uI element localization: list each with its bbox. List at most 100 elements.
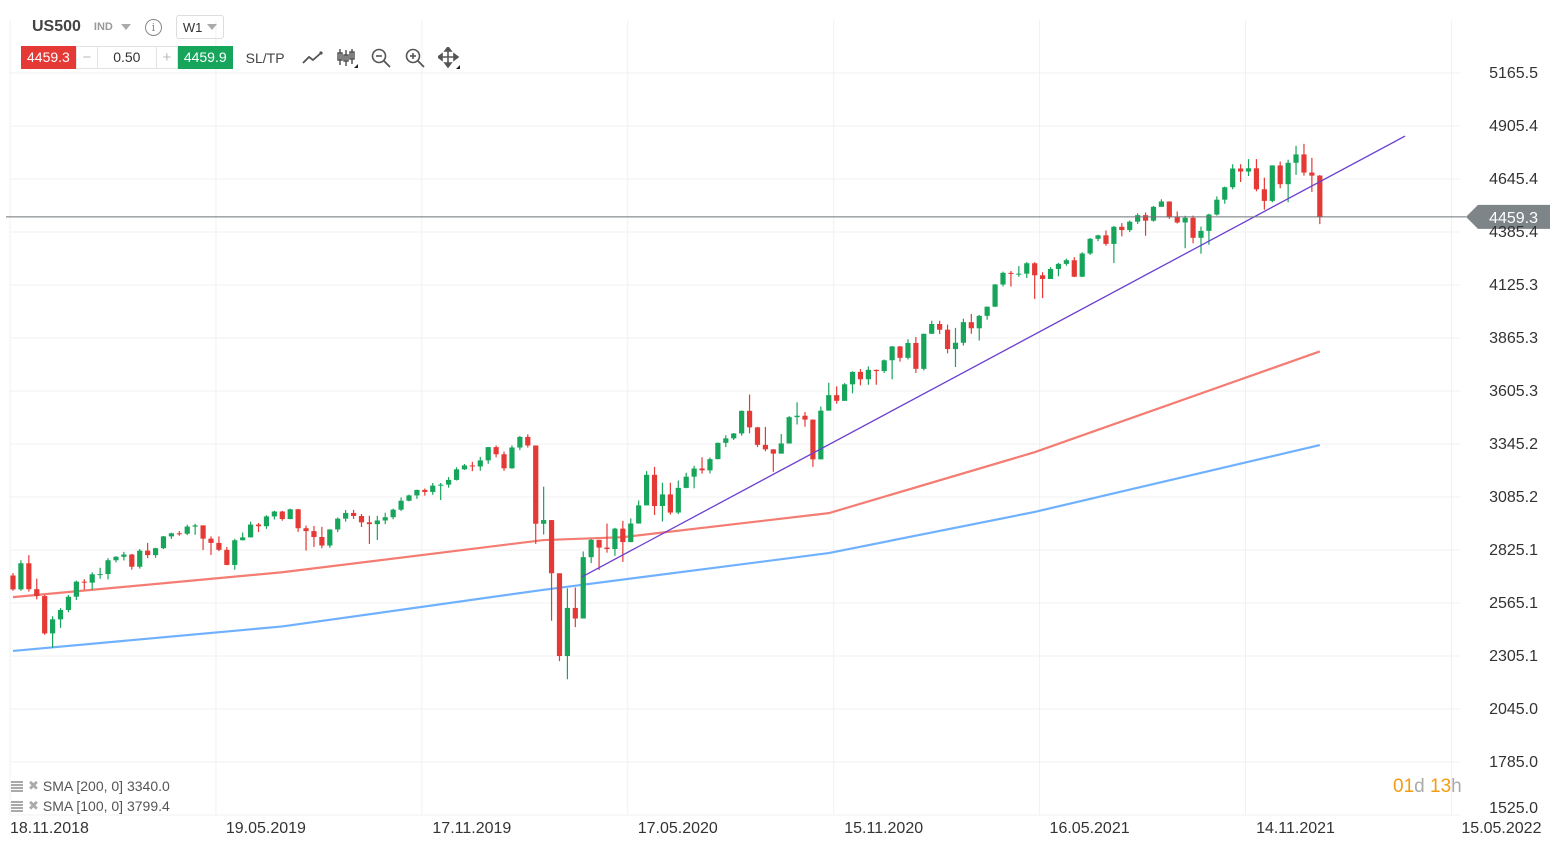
candle-body: [1182, 217, 1188, 223]
info-icon[interactable]: i: [144, 18, 162, 36]
increase-quantity-button[interactable]: +: [155, 46, 178, 69]
candle: [968, 314, 974, 334]
candle-body: [216, 542, 222, 550]
y-tick-label: 1525.0: [1489, 800, 1538, 817]
candle-body: [366, 522, 372, 525]
candle: [881, 359, 887, 373]
candle: [430, 482, 436, 495]
candle: [913, 337, 919, 373]
candle: [422, 488, 428, 496]
candle: [176, 531, 182, 536]
zoom-out-icon[interactable]: [369, 47, 393, 69]
indicator-sma200[interactable]: ✖ SMA [200, 0] 3340.0: [11, 776, 170, 796]
candle-body: [715, 442, 721, 460]
candle: [335, 517, 341, 533]
candle: [944, 324, 951, 354]
candle: [659, 482, 666, 522]
candle-body: [1309, 172, 1315, 176]
candle-body: [224, 549, 230, 565]
candle-body: [659, 494, 666, 507]
candle: [644, 471, 650, 506]
candle: [628, 518, 634, 543]
candle-body: [1119, 226, 1125, 231]
candle-body: [1024, 263, 1030, 274]
sltp-button[interactable]: SL/TP: [245, 49, 285, 66]
candle-body: [604, 547, 610, 550]
zoom-in-icon[interactable]: [403, 47, 427, 69]
candle-body: [34, 589, 40, 597]
candle-body: [644, 474, 650, 506]
indicator-sma100[interactable]: ✖ SMA [100, 0] 3799.4: [11, 796, 170, 816]
candle: [1087, 237, 1093, 255]
candle: [1261, 177, 1267, 210]
candle: [865, 366, 871, 385]
candle-body: [311, 531, 317, 537]
close-icon[interactable]: ✖: [28, 798, 39, 813]
sell-button[interactable]: 4459.3: [21, 46, 76, 69]
candle: [636, 500, 642, 524]
candle: [1166, 201, 1172, 219]
settings-icon[interactable]: [11, 780, 23, 792]
candle: [533, 445, 539, 544]
candle-body: [26, 563, 32, 590]
candle: [564, 588, 570, 680]
candle-body: [517, 436, 523, 448]
y-tick-label: 2825.1: [1489, 542, 1538, 559]
candle-body: [770, 449, 776, 454]
candle-body: [89, 574, 95, 583]
candle-body: [1269, 165, 1275, 201]
candle: [754, 426, 761, 448]
candle: [1222, 186, 1228, 204]
candle-body: [937, 324, 943, 330]
candlestick-icon[interactable]: [335, 47, 359, 69]
quantity-input[interactable]: 0.50: [97, 46, 156, 69]
candle: [81, 579, 87, 590]
candle: [382, 512, 388, 525]
candle: [873, 369, 879, 385]
candle-body: [944, 329, 951, 350]
candle-body: [1206, 214, 1212, 231]
candle-body: [707, 459, 713, 471]
x-tick-label: 19.05.2019: [226, 820, 306, 837]
candle-body: [588, 539, 594, 558]
candle-body: [1301, 154, 1307, 173]
candle: [834, 386, 840, 404]
candle-body: [1214, 199, 1220, 215]
candle-body: [683, 476, 689, 488]
candle-body: [327, 529, 333, 546]
candle-body: [446, 479, 452, 485]
candle-body: [453, 469, 460, 480]
settings-icon[interactable]: [11, 800, 23, 812]
candle-body: [1063, 260, 1069, 264]
candle: [343, 510, 349, 522]
candle-body: [485, 447, 491, 461]
move-icon[interactable]: [437, 46, 461, 69]
chevron-down-icon[interactable]: [120, 24, 131, 30]
decrease-quantity-button[interactable]: −: [75, 46, 98, 69]
candle-body: [739, 410, 745, 434]
x-tick-label: 14.11.2021: [1256, 820, 1335, 837]
close-icon[interactable]: ✖: [28, 778, 39, 793]
candle-body: [968, 322, 974, 329]
candle: [57, 608, 64, 628]
candle-body: [382, 517, 388, 521]
buy-button[interactable]: 4459.9: [177, 46, 233, 69]
line-chart-icon[interactable]: [301, 47, 325, 69]
candle: [184, 524, 190, 536]
candle-body: [620, 528, 626, 543]
trade-bar: 4459.3 − 0.50 + 4459.9 SL/TP: [21, 46, 461, 69]
candle-body: [723, 438, 729, 443]
candle: [160, 535, 167, 550]
candle: [818, 406, 824, 460]
candle: [137, 549, 143, 569]
candle: [1245, 159, 1252, 177]
y-tick-label: 4905.4: [1489, 118, 1538, 135]
candle: [517, 435, 523, 451]
candle: [1206, 213, 1212, 245]
overlay: 4459.3: [6, 135, 1550, 578]
candle-body: [335, 518, 341, 530]
candle: [960, 318, 966, 346]
timeframe-select[interactable]: W1: [175, 15, 224, 39]
candle-body: [564, 607, 570, 657]
